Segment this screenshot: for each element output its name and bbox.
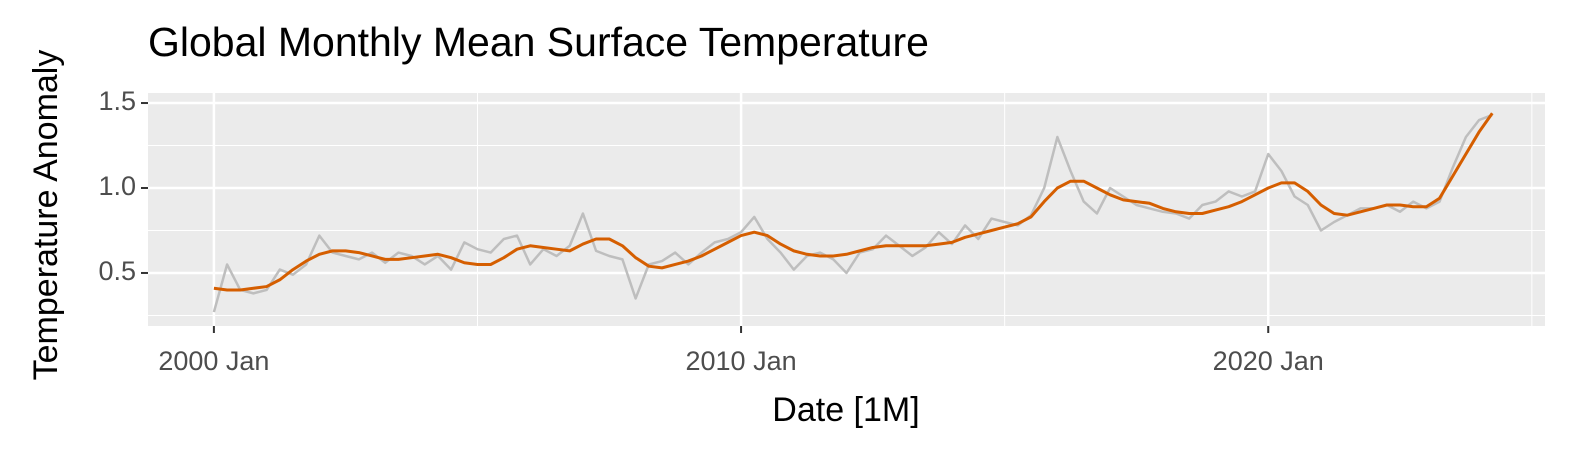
plot-panel	[148, 93, 1545, 326]
x-axis-title: Date [1M]	[772, 391, 919, 429]
series-line	[212, 113, 1493, 313]
chart-title: Global Monthly Mean Surface Temperature	[148, 19, 929, 65]
y-tick-label: 0.5	[98, 256, 136, 286]
y-tick-label: 1.0	[98, 171, 136, 201]
x-tick-label: 2000 Jan	[158, 346, 269, 376]
series-line	[213, 112, 1494, 292]
x-tick-label: 2010 Jan	[686, 346, 797, 376]
grid	[148, 93, 1545, 326]
x-tick-label: 2020 Jan	[1213, 346, 1324, 376]
marks	[212, 112, 1494, 313]
y-tick-label: 1.5	[98, 86, 136, 116]
y-axis-title: Temperature Anomaly	[27, 50, 65, 381]
